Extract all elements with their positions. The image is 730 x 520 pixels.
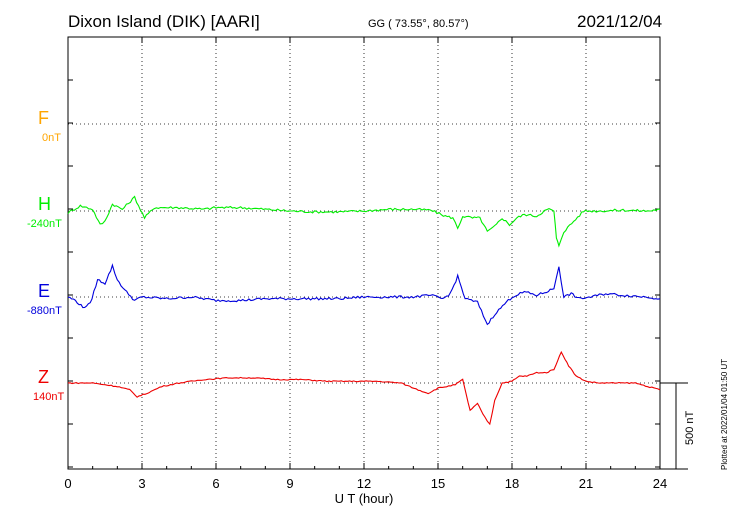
x-axis-label: U T (hour)	[335, 491, 394, 506]
x-tick-label: 18	[505, 476, 519, 491]
scale-bar-label: 500 nT	[684, 410, 696, 445]
x-tick-label: 24	[653, 476, 667, 491]
station-title: Dixon Island (DIK) [AARI]	[68, 12, 260, 31]
x-tick-label: 9	[286, 476, 293, 491]
series-line-e	[68, 263, 661, 326]
date-label: 2021/12/04	[577, 12, 663, 31]
geographic-coords: GG ( 73.55°, 80.57°)	[368, 18, 469, 30]
x-tick-label: 6	[212, 476, 219, 491]
x-tick-label: 21	[579, 476, 593, 491]
component-label-f: F	[38, 108, 49, 128]
x-tick-label: 12	[357, 476, 371, 491]
component-label-z: Z	[38, 367, 49, 387]
series-line-z	[67, 350, 661, 426]
baseline-label-h: -240nT	[27, 218, 62, 230]
component-label-e: E	[38, 281, 51, 301]
x-tick-label: 3	[138, 476, 145, 491]
component-label-h: H	[38, 194, 51, 214]
baseline-label-z: 140nT	[33, 391, 65, 403]
baseline-label-f: 0nT	[42, 132, 61, 144]
series-line-h	[67, 195, 661, 248]
baseline-label-e: -880nT	[27, 305, 62, 317]
x-tick-label: 15	[431, 476, 445, 491]
x-tick-label: 0	[64, 476, 71, 491]
